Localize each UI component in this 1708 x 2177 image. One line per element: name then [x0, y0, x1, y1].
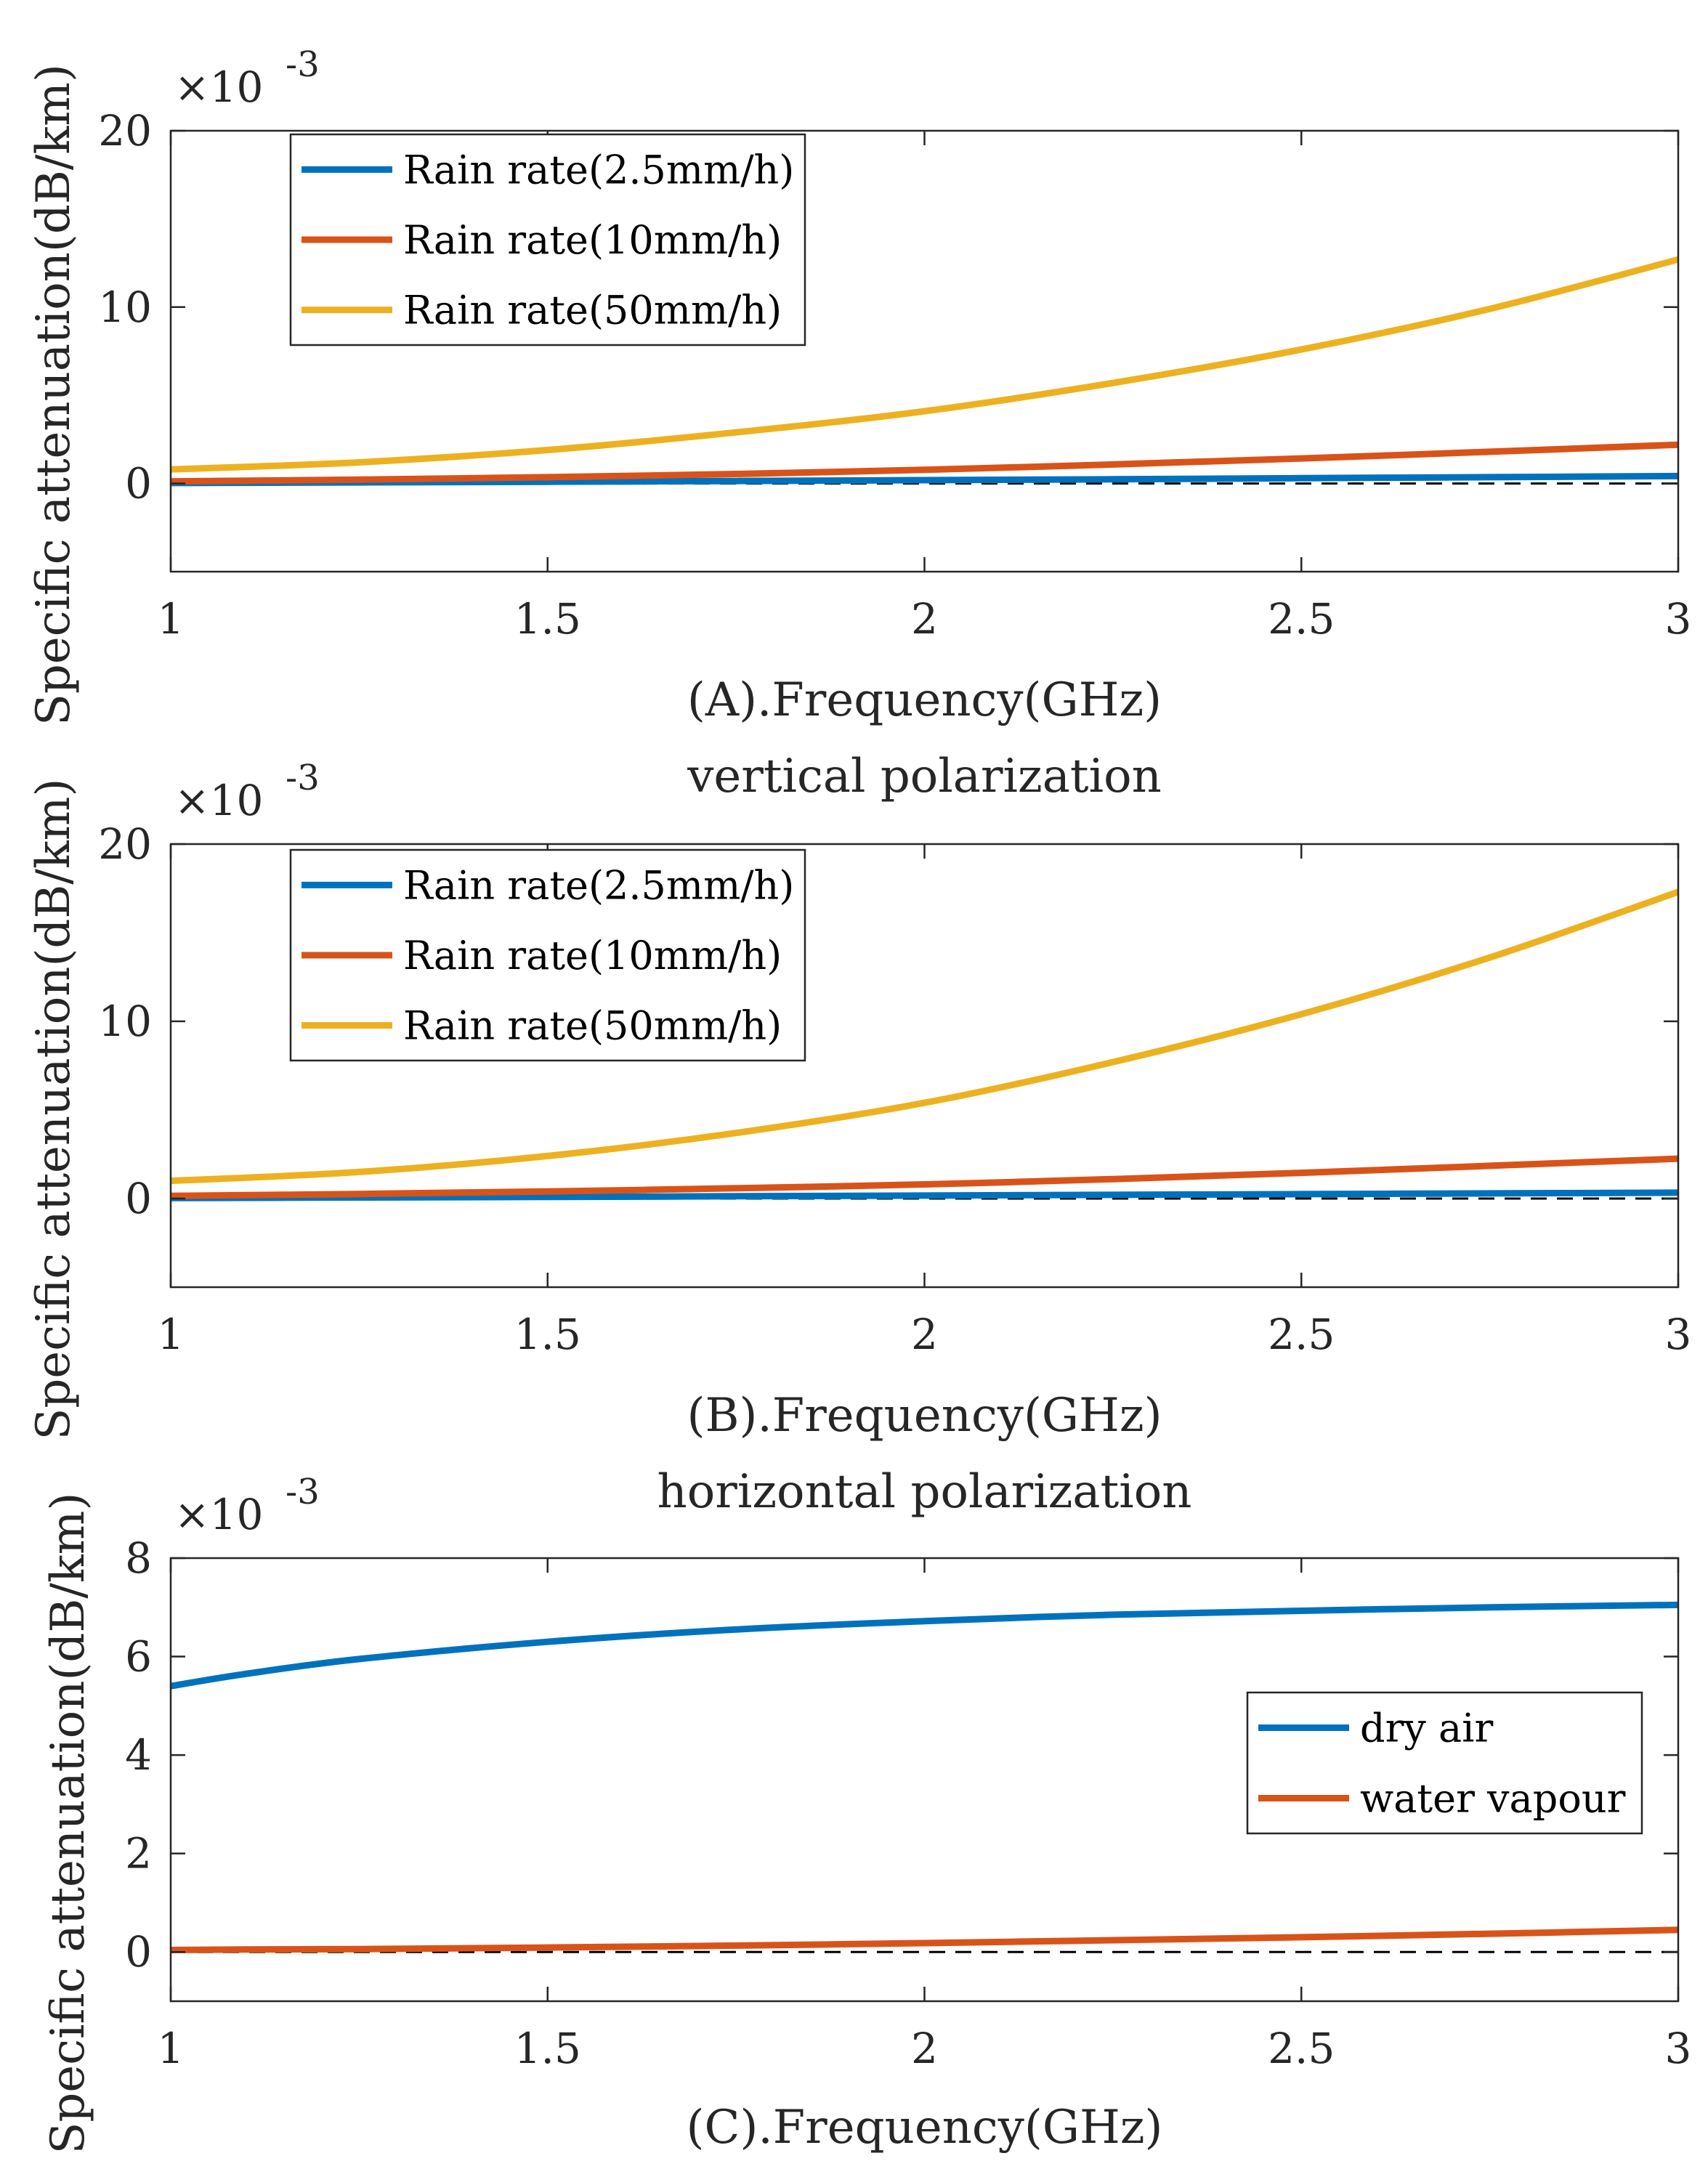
chart-panel-1: 1 1.5 2 2.5 3 0 10 20 ×10 -3 (A).Frequency(GHz) Spe…: [27, 44, 1691, 727]
chart-panel-2: 1 1.5 2 2.5 3 0 10 20 ×10 -3 (B).Frequency(GHz) Spe…: [27, 750, 1691, 1443]
x-tick-label: 2: [911, 1310, 938, 1359]
x-tick-label: 3: [1665, 1310, 1692, 1359]
x-axis-label: (A).Frequency(GHz): [687, 673, 1162, 727]
chart-title: vertical polarization: [687, 750, 1162, 803]
y-exponent-power: -3: [286, 1472, 320, 1512]
x-axis-label: (C).Frequency(GHz): [687, 2101, 1163, 2154]
x-tick-label: 2: [911, 594, 938, 644]
x-tick-label: 1.5: [514, 594, 581, 644]
y-tick-label: 0: [125, 1174, 152, 1223]
x-tick-label: 1: [158, 594, 185, 644]
x-tick-label: 2.5: [1268, 594, 1335, 644]
series-line-3: [170, 888, 1680, 1185]
y-exponent-power: -3: [286, 44, 320, 85]
y-exponent-multiplier: ×10: [174, 1490, 263, 1539]
x-tick-label: 1.5: [514, 1310, 581, 1359]
x-tick-label: 2.5: [1268, 2024, 1335, 2073]
y-exponent-power: -3: [286, 758, 320, 798]
y-tick-label: 0: [125, 459, 152, 508]
series-line-3: [170, 256, 1680, 473]
y-tick-label: 8: [125, 1533, 152, 1583]
legend-label-1: Rain rate(2.5mm/h): [403, 862, 794, 908]
legend-label-1: dry air: [1360, 1706, 1494, 1751]
chart-title: horizontal polarization: [657, 1465, 1192, 1519]
x-tick-label: 2: [911, 2024, 938, 2073]
y-tick-label: 10: [98, 997, 152, 1046]
legend-box: [1246, 1691, 1643, 1835]
y-axis-label: Specific attenuation(dB/km): [27, 64, 81, 726]
y-axis-label: Specific attenuation(dB/km): [27, 779, 81, 1440]
legend: Rain rate(2.5mm/h) Rain rate(10mm/h) Rain …: [289, 133, 806, 346]
x-tick-label: 1: [158, 2024, 185, 2073]
y-exponent-multiplier: ×10: [174, 776, 263, 825]
series-line-1: [170, 1601, 1679, 1690]
x-tick-label: 3: [1665, 594, 1692, 644]
legend-label-1: Rain rate(2.5mm/h): [403, 147, 794, 192]
series-line-2: [170, 1155, 1679, 1199]
series-line-2: [170, 1926, 1679, 1953]
x-tick-label: 1: [158, 1310, 185, 1359]
legend: Rain rate(2.5mm/h) Rain rate(10mm/h) Rain …: [289, 848, 806, 1062]
y-tick-label: 6: [125, 1632, 152, 1682]
legend-label-2: Rain rate(10mm/h): [403, 933, 782, 978]
y-tick-label: 20: [98, 106, 152, 155]
series-line-1: [170, 472, 1679, 487]
legend-label-3: Rain rate(50mm/h): [403, 288, 782, 333]
x-tick-label: 3: [1665, 2024, 1692, 2073]
x-axis-label: (B).Frequency(GHz): [687, 1389, 1162, 1443]
y-tick-label: 4: [125, 1730, 152, 1780]
legend-label-2: Rain rate(10mm/h): [403, 217, 782, 263]
y-axis-label: Specific attenuation(dB/km): [41, 1493, 95, 2154]
x-tick-label: 1.5: [514, 2024, 581, 2073]
legend-label-3: Rain rate(50mm/h): [403, 1003, 782, 1049]
y-tick-label: 0: [125, 1927, 152, 1977]
series-line-1: [170, 1189, 1679, 1201]
series-line-2: [170, 441, 1679, 485]
chart-panel-3: 1 1.5 2 2.5 3 0 2 4 6 8 ×10 -3 (C).Frequency(GHz) Spe…: [41, 1465, 1691, 2154]
y-tick-label: 2: [125, 1829, 152, 1878]
x-tick-label: 2.5: [1268, 1310, 1335, 1359]
y-tick-label: 10: [98, 283, 152, 332]
y-tick-label: 20: [98, 819, 152, 869]
legend-label-2: water vapour: [1360, 1776, 1626, 1822]
legend: dry air water vapour: [1246, 1691, 1643, 1835]
y-exponent-multiplier: ×10: [174, 62, 263, 112]
